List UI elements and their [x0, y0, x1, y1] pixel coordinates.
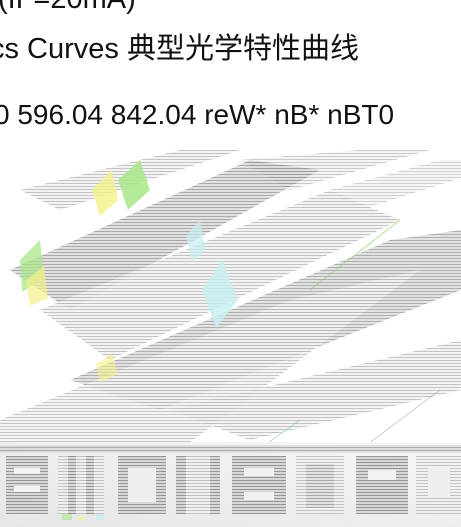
text-line-conditions: (IF=20mA)	[0, 0, 136, 16]
text-line-curves-heading: cs Curves 典型光学特性曲线	[0, 33, 359, 65]
corrupted-image-artifact	[0, 150, 461, 527]
glitch-stripes-graphic	[0, 150, 461, 527]
text-line-pdf-artifact: 0 596.04 842.04 reW* nB* nBT0	[0, 99, 395, 130]
